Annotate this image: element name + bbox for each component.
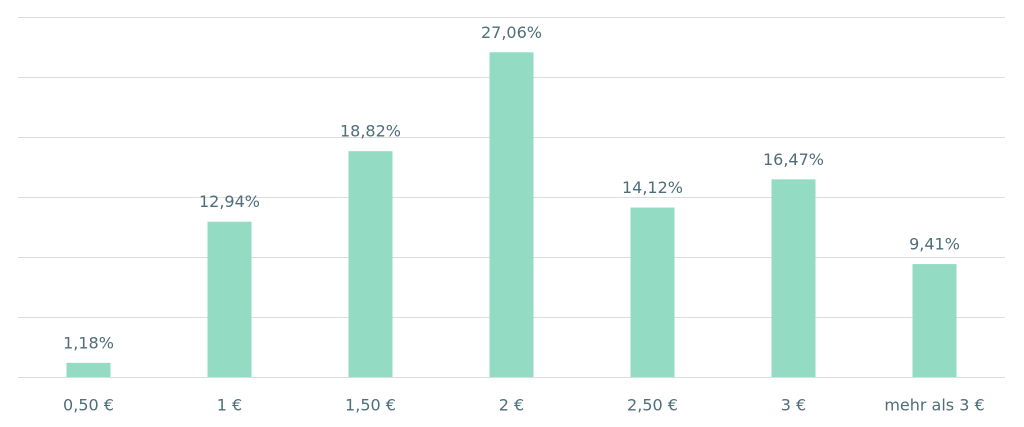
- x-tick-label: 0,50 €: [63, 396, 114, 415]
- value-label: 16,47%: [763, 150, 824, 169]
- value-label: 14,12%: [622, 178, 683, 197]
- value-label: 18,82%: [340, 122, 401, 141]
- bar: [489, 52, 534, 377]
- value-label: 27,06%: [481, 23, 542, 42]
- bar: [912, 264, 957, 377]
- x-tick-label: mehr als 3 €: [884, 396, 984, 415]
- bar: [630, 207, 675, 377]
- x-tick-label: 2,50 €: [627, 396, 678, 415]
- bar: [771, 179, 816, 377]
- value-label: 12,94%: [199, 192, 260, 211]
- x-tick-label: 1 €: [217, 396, 242, 415]
- bar: [207, 221, 252, 377]
- value-label: 1,18%: [63, 333, 114, 352]
- bar: [66, 362, 111, 377]
- x-tick-label: 1,50 €: [345, 396, 396, 415]
- value-label: 9,41%: [909, 235, 960, 254]
- x-tick-label: 2 €: [499, 396, 524, 415]
- bar: [348, 151, 393, 377]
- x-tick-label: 3 €: [781, 396, 806, 415]
